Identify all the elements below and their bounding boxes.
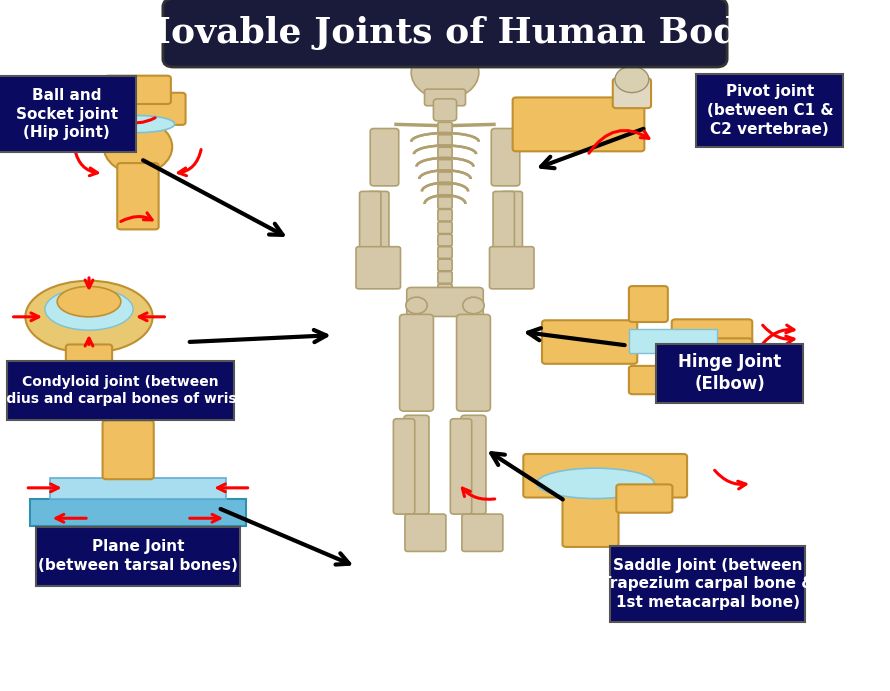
Text: Saddle Joint (between
Trapezium carpal bone &
1st metacarpal bone): Saddle Joint (between Trapezium carpal b…: [601, 558, 814, 610]
FancyBboxPatch shape: [0, 76, 135, 152]
FancyBboxPatch shape: [400, 314, 433, 411]
FancyBboxPatch shape: [438, 160, 452, 171]
FancyBboxPatch shape: [438, 172, 452, 184]
FancyBboxPatch shape: [462, 514, 503, 551]
FancyBboxPatch shape: [36, 527, 240, 586]
FancyBboxPatch shape: [493, 191, 514, 247]
FancyBboxPatch shape: [629, 286, 668, 322]
FancyBboxPatch shape: [513, 97, 644, 151]
FancyBboxPatch shape: [433, 99, 457, 121]
FancyBboxPatch shape: [438, 222, 452, 234]
FancyBboxPatch shape: [66, 344, 112, 395]
FancyBboxPatch shape: [368, 191, 389, 247]
Text: Pivot joint
(between C1 &
C2 vertebrae): Pivot joint (between C1 & C2 vertebrae): [707, 84, 833, 137]
FancyBboxPatch shape: [50, 478, 226, 500]
FancyBboxPatch shape: [656, 344, 804, 402]
FancyBboxPatch shape: [542, 321, 637, 364]
FancyBboxPatch shape: [438, 234, 452, 246]
Ellipse shape: [57, 287, 121, 317]
Circle shape: [406, 297, 427, 314]
FancyBboxPatch shape: [438, 135, 452, 146]
FancyBboxPatch shape: [438, 247, 452, 258]
FancyBboxPatch shape: [461, 415, 486, 514]
FancyBboxPatch shape: [360, 191, 381, 247]
FancyBboxPatch shape: [457, 314, 490, 411]
FancyBboxPatch shape: [450, 419, 472, 514]
Ellipse shape: [25, 281, 153, 353]
Ellipse shape: [44, 288, 134, 330]
Ellipse shape: [537, 468, 654, 499]
Text: Condyloid joint (between
radius and carpal bones of wrist): Condyloid joint (between radius and carp…: [0, 375, 250, 406]
FancyBboxPatch shape: [438, 147, 452, 159]
FancyBboxPatch shape: [407, 287, 483, 316]
Circle shape: [615, 66, 649, 93]
FancyBboxPatch shape: [7, 361, 233, 419]
FancyBboxPatch shape: [356, 247, 400, 289]
FancyBboxPatch shape: [501, 191, 522, 247]
FancyBboxPatch shape: [438, 209, 452, 221]
FancyBboxPatch shape: [438, 197, 452, 209]
FancyBboxPatch shape: [438, 259, 452, 271]
FancyBboxPatch shape: [163, 0, 727, 67]
FancyBboxPatch shape: [393, 419, 415, 514]
Circle shape: [463, 297, 484, 314]
Text: Movable Joints of Human Body: Movable Joints of Human Body: [131, 15, 759, 50]
FancyBboxPatch shape: [491, 129, 520, 186]
FancyBboxPatch shape: [629, 366, 668, 394]
FancyBboxPatch shape: [105, 76, 171, 104]
FancyBboxPatch shape: [610, 546, 805, 622]
FancyBboxPatch shape: [523, 454, 687, 498]
FancyBboxPatch shape: [438, 284, 452, 296]
FancyBboxPatch shape: [562, 489, 619, 547]
Circle shape: [103, 120, 172, 173]
Circle shape: [411, 46, 479, 99]
FancyBboxPatch shape: [696, 75, 844, 147]
FancyBboxPatch shape: [404, 415, 429, 514]
FancyBboxPatch shape: [425, 89, 465, 106]
FancyBboxPatch shape: [490, 247, 534, 289]
FancyBboxPatch shape: [628, 329, 717, 354]
FancyBboxPatch shape: [672, 319, 752, 346]
FancyBboxPatch shape: [30, 500, 246, 526]
FancyBboxPatch shape: [672, 339, 752, 365]
Text: Ball and
Socket joint
(Hip joint): Ball and Socket joint (Hip joint): [16, 88, 117, 140]
FancyBboxPatch shape: [91, 93, 186, 125]
FancyBboxPatch shape: [438, 122, 452, 134]
FancyBboxPatch shape: [405, 514, 446, 551]
FancyBboxPatch shape: [117, 163, 158, 229]
Text: Plane Joint
(between tarsal bones): Plane Joint (between tarsal bones): [38, 540, 238, 573]
FancyBboxPatch shape: [438, 184, 452, 196]
FancyBboxPatch shape: [102, 420, 154, 480]
FancyBboxPatch shape: [438, 272, 452, 283]
FancyBboxPatch shape: [370, 129, 399, 186]
Ellipse shape: [101, 115, 174, 133]
FancyBboxPatch shape: [613, 79, 651, 108]
Text: Hinge Joint
(Elbow): Hinge Joint (Elbow): [678, 353, 781, 393]
FancyBboxPatch shape: [617, 484, 673, 513]
